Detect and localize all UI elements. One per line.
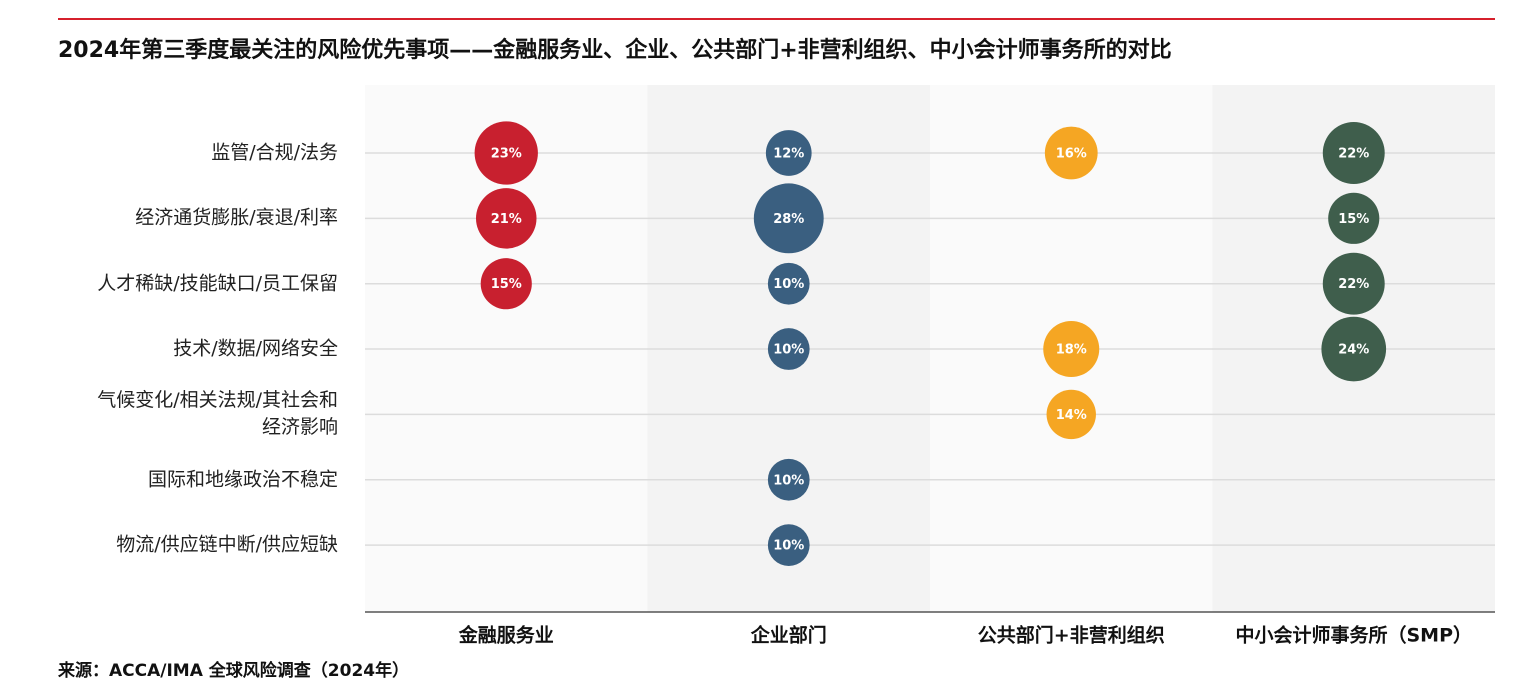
bubble — [1328, 192, 1380, 244]
y-tick-label: 人才稀缺/技能缺口/员工保留 — [97, 272, 338, 295]
data-label: 15% — [491, 277, 522, 292]
data-label: 16% — [1056, 147, 1087, 162]
bubble — [1321, 316, 1387, 382]
data-label: 18% — [1056, 343, 1087, 358]
y-tick-label: 气候变化/相关法规/其社会和 经济影响 — [97, 389, 338, 439]
data-label: 10% — [773, 539, 804, 554]
bubble — [1044, 126, 1098, 180]
bubble — [753, 183, 824, 254]
x-tick-label: 公共部门+非营利组织 — [978, 624, 1165, 647]
bubble — [767, 262, 810, 305]
bubble — [474, 121, 538, 185]
data-label: 28% — [773, 212, 804, 227]
bubble — [1322, 252, 1385, 315]
grid — [365, 152, 1495, 546]
bubble — [767, 458, 810, 501]
data-label: 21% — [491, 212, 522, 227]
data-label: 15% — [1338, 212, 1369, 227]
data-label: 24% — [1338, 343, 1369, 358]
y-tick-label: 监管/合规/法务 — [211, 141, 338, 164]
bubble — [765, 130, 812, 176]
chart-title: 2024年第三季度最关注的风险优先事项——金融服务业、企业、公共部门+非营利组织… — [58, 37, 1172, 63]
data-label: 10% — [773, 277, 804, 292]
data-label: 12% — [773, 147, 804, 162]
y-tick-label: 国际和地缘政治不稳定 — [147, 468, 338, 491]
y-tick-label: 技术/数据/网络安全 — [173, 337, 338, 360]
data-label: 22% — [1338, 277, 1369, 292]
bubble — [476, 188, 537, 249]
data-label: 23% — [491, 147, 522, 162]
data-label: 22% — [1338, 147, 1369, 162]
data-label: 10% — [773, 473, 804, 488]
bubble — [1322, 122, 1385, 184]
x-tick-label: 金融服务业 — [458, 624, 554, 647]
source: 来源：ACCA/IMA 全球风险调查（2024年） — [57, 660, 409, 681]
x-tick-label: 中小会计师事务所（SMP） — [1235, 624, 1472, 647]
y-tick-label: 物流/供应链中断/供应短缺 — [116, 533, 338, 556]
bubble — [480, 258, 532, 310]
bubble — [1046, 389, 1096, 440]
data-label: 14% — [1056, 408, 1087, 423]
bubble — [767, 328, 810, 370]
bubble — [767, 524, 810, 566]
y-tick-label: 经济通货膨胀/衰退/利率 — [135, 206, 338, 229]
data-label: 10% — [773, 343, 804, 358]
bubble — [1043, 321, 1100, 378]
x-tick-label: 企业部门 — [750, 624, 827, 647]
